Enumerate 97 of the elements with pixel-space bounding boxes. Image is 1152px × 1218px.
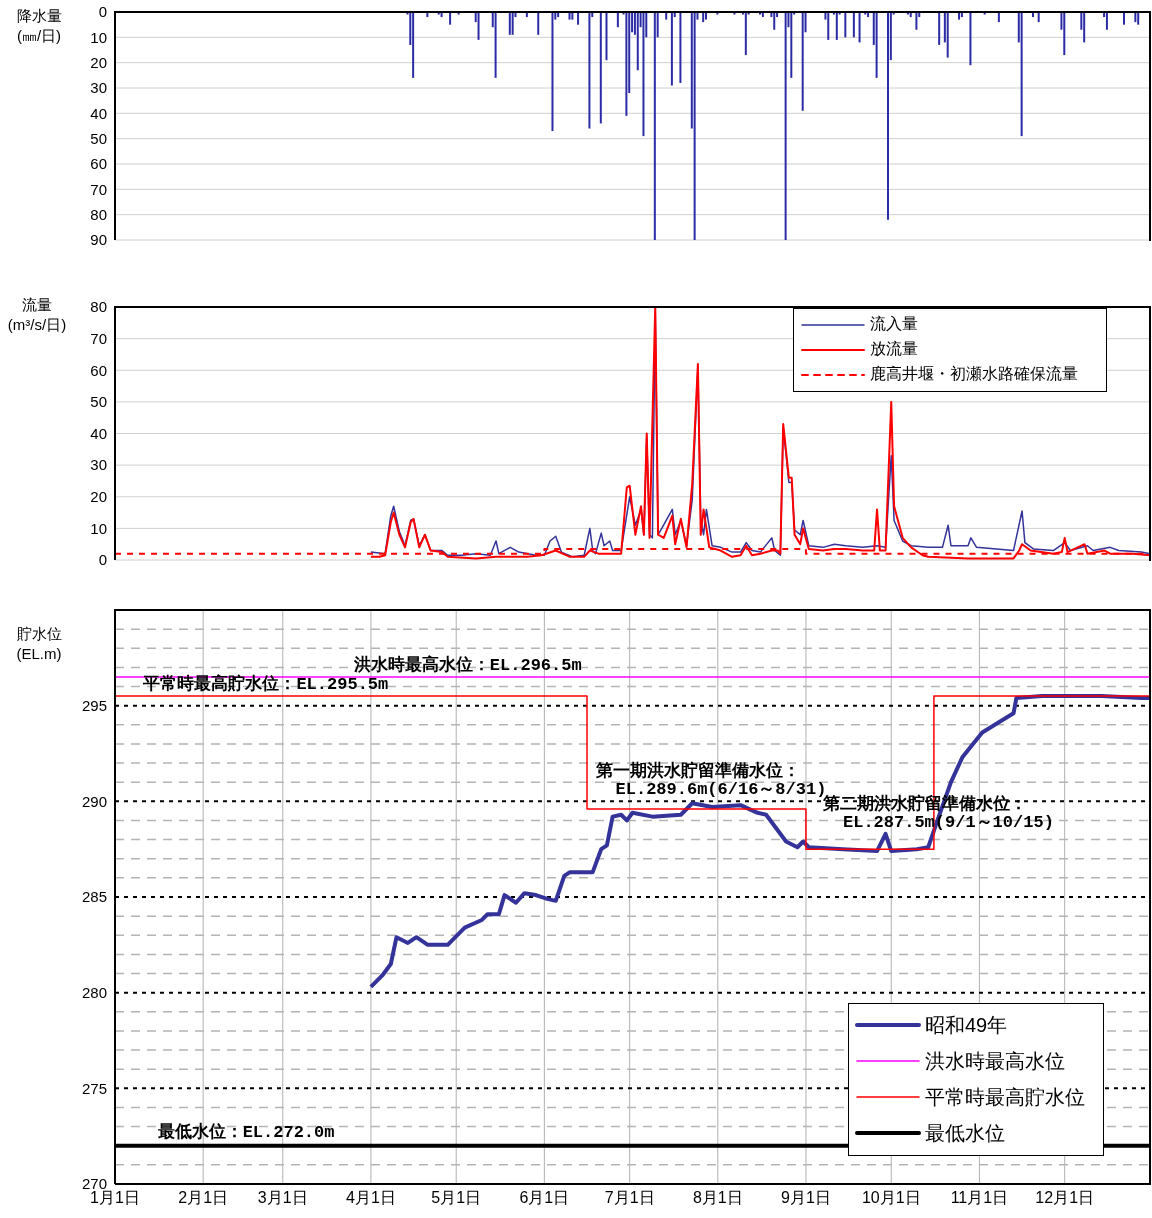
annotation: 平常時最高貯水位：EL.295.5m [143, 675, 389, 695]
x-tick-label: 4月1日 [346, 1189, 396, 1207]
y-tick-label: 50 [90, 129, 107, 147]
y-tick-label: 40 [90, 104, 107, 122]
bar [946, 12, 949, 58]
y-tick-label: 275 [81, 1079, 107, 1097]
y-tick-label: 20 [90, 53, 107, 71]
y-tick-label: 80 [90, 298, 107, 316]
bar [571, 12, 574, 20]
y-tick-label: 50 [90, 393, 107, 411]
x-tick-label: 11月1日 [950, 1189, 1009, 1207]
bar [1083, 12, 1086, 43]
bar [997, 12, 1000, 23]
legend-label: 流入量 [870, 314, 918, 334]
bar [1105, 12, 1108, 30]
x-tick-label: 6月1日 [519, 1189, 570, 1207]
legend-label: 最低水位 [925, 1120, 1005, 1146]
bar [1063, 12, 1066, 56]
bar [1122, 12, 1125, 25]
bar [1037, 12, 1040, 23]
bar [790, 12, 793, 78]
bar [852, 12, 855, 38]
y-tick-label: 60 [90, 155, 107, 173]
bar [693, 12, 696, 240]
bar [784, 12, 787, 240]
bar [915, 12, 918, 30]
bar [744, 12, 747, 56]
bar [835, 12, 838, 40]
bar [827, 12, 830, 40]
y-tick-label: 70 [90, 180, 107, 198]
x-tick-label: 3月1日 [257, 1189, 308, 1207]
y-axis-title: 貯水位 (EL.m) [15, 624, 63, 664]
y-tick-label: 90 [90, 231, 107, 249]
bar [636, 12, 639, 71]
bar [616, 12, 619, 28]
x-tick-label: 7月1日 [604, 1189, 655, 1207]
x-tick-label: 1月1日 [90, 1189, 140, 1207]
x-tick-label: 10月1日 [861, 1189, 921, 1207]
bar [801, 12, 804, 111]
bar [599, 12, 602, 124]
y-tick-label: 40 [90, 424, 107, 442]
y-axis-title: 流量 (m³/s/日) [6, 295, 68, 335]
bar [537, 12, 540, 35]
y-tick-label: 60 [90, 361, 107, 379]
x-tick-label: 8月1日 [692, 1189, 743, 1207]
bar [577, 12, 580, 25]
bar [875, 12, 878, 78]
legend-label: 平常時最高貯水位 [925, 1084, 1085, 1110]
y-tick-label: 70 [90, 329, 107, 347]
bar [625, 12, 628, 116]
bar [679, 12, 682, 83]
y-tick-label: 290 [81, 792, 107, 810]
y-tick-label: 80 [90, 205, 107, 223]
legend-label: 放流量 [870, 339, 918, 359]
bar [1020, 12, 1023, 137]
x-tick-label: 12月1日 [1035, 1189, 1095, 1207]
y-tick-label: 280 [81, 983, 107, 1001]
bar [1137, 12, 1140, 25]
bar [653, 12, 656, 240]
bar [705, 12, 708, 20]
y-tick-label: 10 [90, 28, 107, 46]
bar [938, 12, 941, 45]
x-tick-label: 2月1日 [178, 1189, 229, 1207]
annotation: 洪水時最高水位：EL.296.5m [353, 655, 582, 675]
y-tick-label: 30 [90, 456, 107, 474]
y-tick-label: 285 [81, 888, 107, 906]
bar [449, 12, 452, 25]
bar [568, 12, 571, 20]
bar [1134, 12, 1137, 23]
bar [702, 12, 705, 23]
bar [642, 12, 645, 137]
x-tick-label: 5月1日 [431, 1189, 482, 1207]
legend-label: 昭和49年 [925, 1012, 1008, 1038]
bar [494, 12, 497, 78]
bar [605, 12, 608, 61]
bar [773, 12, 776, 30]
annotation: 最低水位：EL.272.0m [157, 1122, 335, 1142]
bar [858, 12, 861, 43]
bar [588, 12, 591, 129]
y-tick-label: 10 [90, 519, 107, 537]
bar [412, 12, 415, 78]
y-tick-label: 30 [90, 79, 107, 97]
y-tick-label: 0 [98, 551, 107, 569]
bar [886, 12, 889, 220]
bar [665, 12, 668, 20]
y-tick-label: 295 [81, 696, 107, 714]
y-tick-label: 0 [98, 3, 107, 21]
y-axis-title: 降水量 (㎜/日) [15, 6, 63, 46]
bar [844, 12, 847, 38]
bar [969, 12, 972, 66]
legend-label: 鹿高井堰・初瀬水路確保流量 [870, 364, 1078, 384]
bar [670, 12, 673, 86]
y-tick-label: 20 [90, 488, 107, 506]
bar [477, 12, 480, 40]
legend-label: 洪水時最高水位 [925, 1048, 1065, 1074]
bar [551, 12, 554, 132]
x-tick-label: 9月1日 [781, 1189, 831, 1207]
